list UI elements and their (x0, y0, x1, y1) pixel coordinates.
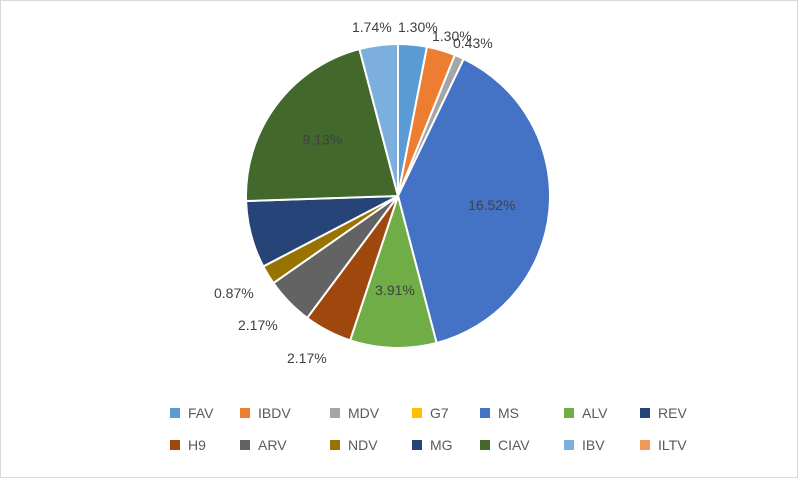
legend-item-h9: H9 (170, 437, 206, 453)
legend-label-arv: ARV (258, 437, 287, 453)
legend-swatch-mg (412, 440, 422, 450)
legend-label-ndv: NDV (348, 437, 378, 453)
legend-swatch-mdv (330, 408, 340, 418)
legend-label-iltv: ILTV (658, 437, 687, 453)
legend-label-rev: REV (658, 405, 687, 421)
pie-slice-ms (396, 57, 551, 345)
pie-slice-ciav (245, 47, 400, 203)
legend-label-mg: MG (430, 437, 453, 453)
legend-swatch-ndv (330, 440, 340, 450)
legend-label-h9: H9 (188, 437, 206, 453)
legend-swatch-fav (170, 408, 180, 418)
legend-swatch-iltv (640, 440, 650, 450)
legend-label-ms: MS (498, 405, 519, 421)
data-label-ciav: 9.13% (303, 132, 343, 148)
legend: FAV IBDV MDV G7 MS ALV REV H9 ARV NDV MG CIAV IBV ILT… (170, 405, 687, 453)
legend-item-ibdv: IBDV (240, 405, 291, 421)
legend-item-g7: G7 (412, 405, 449, 421)
legend-label-mdv: MDV (348, 405, 380, 421)
pie-slice-ibv (358, 42, 399, 197)
data-label-arv: 2.17% (238, 317, 278, 333)
pie-slice-alv (348, 192, 438, 349)
data-label-ibv: 1.74% (352, 19, 392, 35)
legend-label-ciav: CIAV (498, 437, 530, 453)
legend-item-rev: REV (640, 405, 687, 421)
legend-label-ibv: IBV (582, 437, 605, 453)
legend-item-iltv: ILTV (640, 437, 687, 453)
legend-item-mg: MG (412, 437, 453, 453)
data-label-h9: 2.17% (287, 350, 327, 366)
legend-item-ndv: NDV (330, 437, 378, 453)
legend-swatch-h9 (170, 440, 180, 450)
legend-swatch-ibv (564, 440, 574, 450)
data-label-ibdv: 1.30% (432, 28, 472, 44)
pie-slices (245, 42, 551, 349)
legend-label-ibdv: IBDV (258, 405, 291, 421)
legend-item-fav: FAV (170, 405, 214, 421)
legend-item-mdv: MDV (330, 405, 380, 421)
data-label-mdv: 0.43% (453, 35, 493, 51)
legend-swatch-alv (564, 408, 574, 418)
legend-swatch-g7 (412, 408, 422, 418)
legend-swatch-rev (640, 408, 650, 418)
legend-label-fav: FAV (188, 405, 214, 421)
legend-item-ibv: IBV (564, 437, 605, 453)
legend-label-alv: ALV (582, 405, 608, 421)
pie-data-labels: 1.30%1.30%0.43%16.52%3.91%2.17%2.17%0.87… (214, 19, 516, 366)
data-label-ndv: 0.87% (214, 285, 254, 301)
data-label-fav: 1.30% (398, 19, 438, 35)
legend-item-ciav: CIAV (480, 437, 530, 453)
data-label-ms: 16.52% (468, 197, 515, 213)
legend-swatch-ciav (480, 440, 490, 450)
legend-item-alv: ALV (564, 405, 608, 421)
legend-item-arv: ARV (240, 437, 287, 453)
legend-swatch-arv (240, 440, 250, 450)
legend-label-g7: G7 (430, 405, 449, 421)
data-label-alv: 3.91% (375, 282, 415, 298)
legend-item-ms: MS (480, 405, 519, 421)
legend-swatch-ms (480, 408, 490, 418)
legend-swatch-ibdv (240, 408, 250, 418)
